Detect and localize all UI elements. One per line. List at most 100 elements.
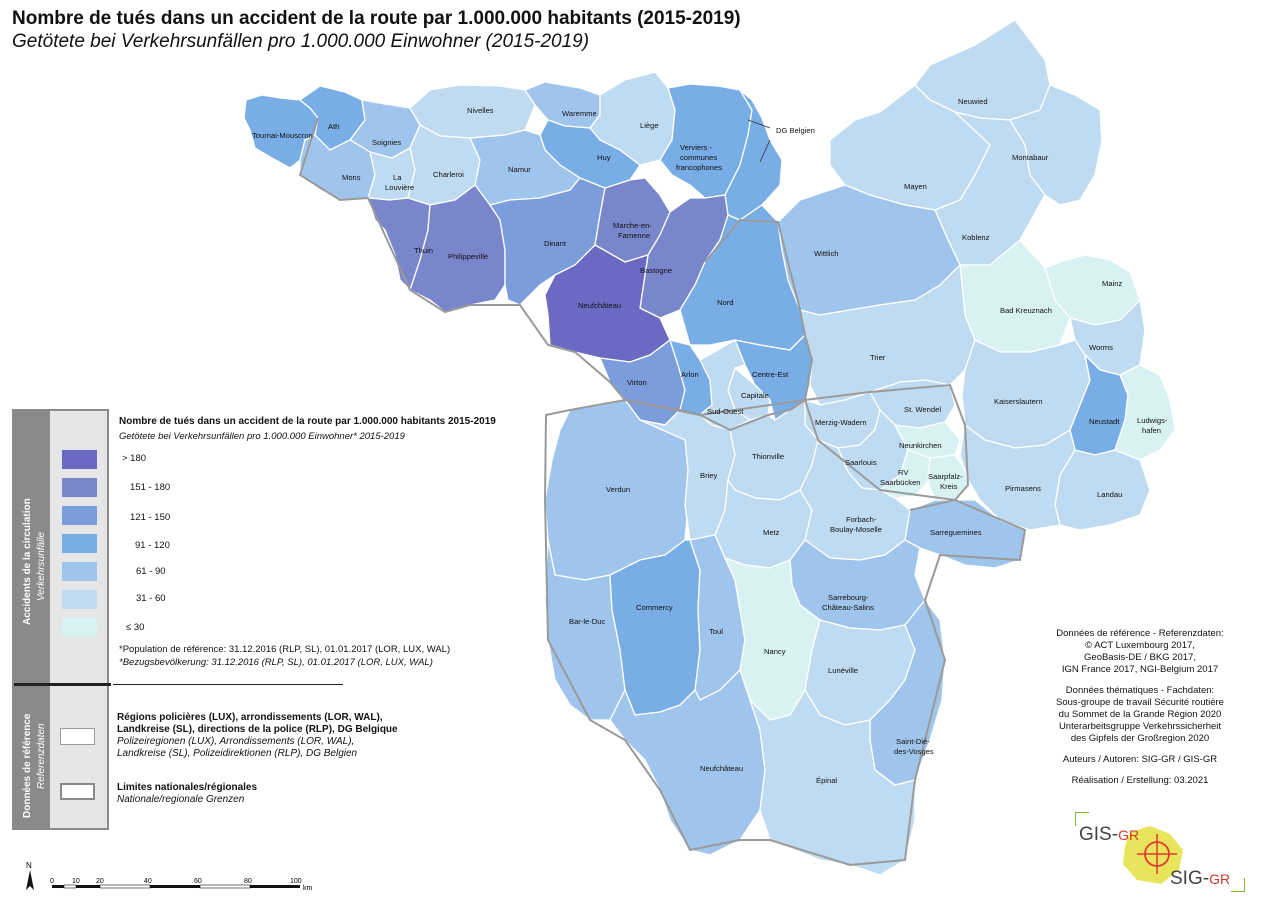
legend-separator bbox=[14, 683, 111, 686]
north-arrow-icon: N bbox=[26, 861, 34, 890]
region-label: Saarlouis bbox=[845, 458, 877, 467]
region-label: Louvière bbox=[385, 183, 414, 192]
region-label: Famenne bbox=[618, 231, 650, 240]
region-label: Épinal bbox=[816, 776, 837, 785]
svg-text:GIS-GR: GIS-GR bbox=[1079, 824, 1139, 845]
region-label: Forbach- bbox=[846, 515, 877, 524]
region-label: Soignies bbox=[372, 138, 401, 147]
region-label: Nivelles bbox=[467, 106, 494, 115]
region-label: Nord bbox=[717, 298, 733, 307]
region-label: Liège bbox=[640, 121, 659, 130]
legend-swatch-91-120 bbox=[62, 534, 97, 553]
legend-subtitle: Getötete bei Verkehrsunfällen pro 1.000.… bbox=[119, 431, 405, 442]
map-subtitle: Getötete bei Verkehrsunfällen pro 1.000.… bbox=[12, 31, 590, 52]
region-label: Bar-le-Duc bbox=[569, 617, 605, 626]
region-label: Verdun bbox=[606, 485, 630, 494]
region-label: Mainz bbox=[1102, 279, 1122, 288]
region-label: communes bbox=[680, 153, 717, 162]
region-label: Neufchâteau bbox=[700, 764, 743, 773]
region-epinal bbox=[749, 688, 916, 876]
svg-text:10: 10 bbox=[72, 878, 80, 885]
region-label: Saarbücken bbox=[880, 478, 921, 487]
reference-swatch-district bbox=[60, 728, 95, 745]
region-label: Huy bbox=[597, 153, 611, 162]
svg-text:SIG-GR: SIG-GR bbox=[1170, 868, 1230, 889]
legend-note-de: *Bezugsbevölkerung: 31.12.2016 (RLP, SL)… bbox=[119, 657, 433, 668]
scale-bar: 0 10 20 40 60 80 100 km bbox=[50, 878, 313, 892]
svg-text:N: N bbox=[26, 861, 32, 870]
region-label: Virton bbox=[627, 378, 647, 387]
region-label: Arlon bbox=[681, 370, 699, 379]
region-waremme bbox=[524, 81, 601, 129]
region-label: Marche-en- bbox=[613, 221, 652, 230]
region-label: Wittlich bbox=[814, 249, 838, 258]
legend-class-label: 121 - 150 bbox=[130, 512, 171, 523]
region-label: Dinant bbox=[544, 239, 567, 248]
region-label: Kreis bbox=[940, 482, 958, 491]
region-label: Capitale bbox=[741, 391, 769, 400]
region-ludwigshafen bbox=[1114, 364, 1176, 461]
legend-class-label: ≤ 30 bbox=[126, 622, 145, 633]
credits-date: Réalisation / Erstellung: 03.2021 bbox=[1071, 775, 1209, 786]
region-label: francophones bbox=[676, 163, 722, 172]
legend-swatch-61-90 bbox=[62, 562, 97, 581]
region-label: Château-Salins bbox=[822, 603, 874, 612]
legend-note-fr: *Population de référence: 31.12.2016 (RL… bbox=[119, 644, 451, 655]
legend-class-label: > 180 bbox=[122, 453, 147, 464]
region-trier bbox=[799, 263, 976, 406]
legend-side-bar bbox=[14, 411, 50, 828]
legend-swatch-gt180 bbox=[62, 450, 97, 469]
credits-authors: Auteurs / Autoren: SIG-GR / GIS-GR bbox=[1062, 754, 1218, 765]
region-label: Worms bbox=[1089, 343, 1113, 352]
region-label: Sud-Ouest bbox=[707, 407, 744, 416]
region-label: Trier bbox=[870, 353, 886, 362]
reference-swatch-borders bbox=[60, 783, 95, 800]
legend-class-label: 31 - 60 bbox=[136, 593, 166, 604]
region-label: Philippeville bbox=[448, 252, 488, 261]
region-label: Thuin bbox=[414, 246, 433, 255]
region-label: hafen bbox=[1142, 426, 1161, 435]
region-label: Saarpfalz- bbox=[928, 472, 963, 481]
legend-side-label: Accidents de la circulation bbox=[22, 498, 33, 625]
region-label: Toul bbox=[709, 627, 723, 636]
region-label: St. Wendel bbox=[904, 405, 941, 414]
region-label: Koblenz bbox=[962, 233, 990, 242]
legend-class-label: 61 - 90 bbox=[136, 566, 166, 577]
region-philippeville bbox=[409, 184, 506, 313]
region-label: Verviers - bbox=[680, 143, 713, 152]
label-tournai: Tournai-Mouscron bbox=[252, 131, 313, 140]
region-label: Commercy bbox=[636, 603, 673, 612]
region-pirmasens bbox=[959, 423, 1076, 531]
region-label: Waremme bbox=[562, 109, 597, 118]
map-title: Nombre de tués dans un accident de la ro… bbox=[12, 8, 741, 29]
region-label: Neufchâteau bbox=[578, 301, 621, 310]
region-label: Mayen bbox=[904, 182, 927, 191]
legend-side-sublabel: Verkehrsunfälle bbox=[36, 531, 47, 601]
legend-class-label: 151 - 180 bbox=[130, 482, 171, 493]
legend-swatch-31-60 bbox=[62, 590, 97, 609]
svg-text:100: 100 bbox=[290, 878, 302, 885]
legend-swatch-121-150 bbox=[62, 506, 97, 525]
credits-block: Données de référence - Referenzdaten: © … bbox=[1030, 628, 1250, 796]
region-label: Thionville bbox=[752, 452, 784, 461]
svg-text:40: 40 bbox=[144, 878, 152, 885]
region-label: Charleroi bbox=[433, 170, 464, 179]
region-label: Merzig-Wadern bbox=[815, 418, 867, 427]
callout-line bbox=[759, 139, 771, 163]
region-label: Sarrebourg- bbox=[828, 593, 869, 602]
legend-class-label: 91 - 120 bbox=[135, 540, 170, 551]
region-label: Boulay-Moselle bbox=[830, 525, 882, 534]
region-label: Metz bbox=[763, 528, 780, 537]
region-label: Saint-Dié- bbox=[896, 737, 930, 746]
region-label: Kaiserslautern bbox=[994, 397, 1043, 406]
legend-divider bbox=[113, 684, 343, 685]
region-label: des-Vosges bbox=[894, 747, 934, 756]
reference-item-districts: Régions policières (LUX), arrondissement… bbox=[117, 712, 398, 759]
region-label: Lunéville bbox=[828, 666, 858, 675]
region-label: RV bbox=[898, 468, 909, 477]
region-label: Nancy bbox=[764, 647, 786, 656]
region-label: Bastogne bbox=[640, 266, 672, 275]
region-label: Landau bbox=[1097, 490, 1122, 499]
region-label: Neunkirchen bbox=[899, 441, 942, 450]
